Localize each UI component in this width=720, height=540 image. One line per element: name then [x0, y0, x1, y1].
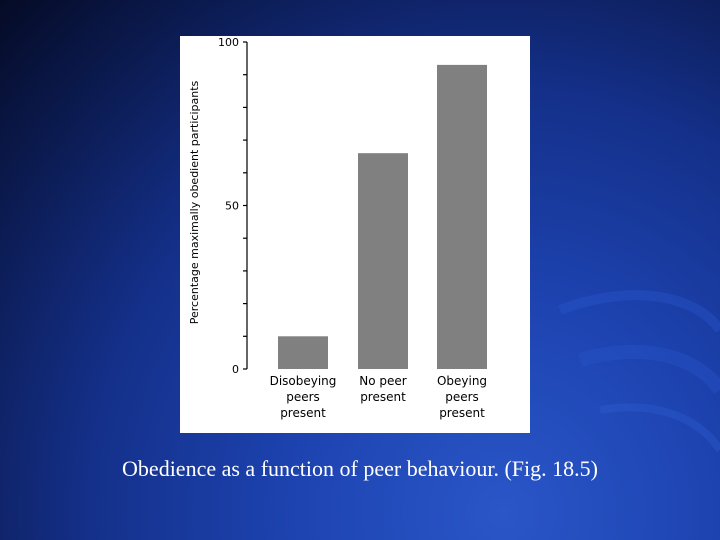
- y-tick-label: 0: [232, 363, 239, 376]
- category-label-3: Obeying peers present: [437, 374, 487, 420]
- bar-chart: 0 50 100 Percentage maximally obedient part…: [180, 36, 530, 433]
- slide-caption: Obedience as a function of peer behaviou…: [122, 456, 598, 481]
- y-tick-label: 100: [218, 36, 239, 49]
- bar-2: [358, 153, 408, 369]
- y-axis-label: Percentage maximally obedient participan…: [188, 80, 201, 324]
- bar-1: [278, 336, 328, 369]
- category-label-2: No peer present: [359, 374, 407, 404]
- bar-3: [437, 64, 487, 369]
- y-tick-label: 50: [225, 200, 239, 213]
- chart-canvas: 0 50 100 Percentage maximally obedient part…: [188, 36, 487, 420]
- category-label-1: Disobeying peers present: [270, 374, 337, 420]
